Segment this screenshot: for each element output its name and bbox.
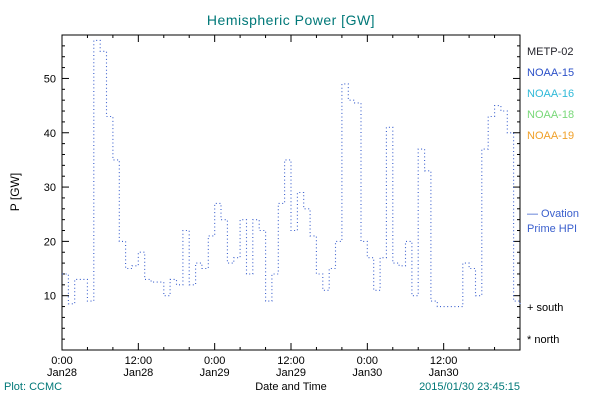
legend-item-metp02: METP-02 [527,46,574,58]
legend-item-noaa16: NOAA-16 [527,88,575,100]
x-axis-label: Date and Time [255,381,327,393]
legend-item-noaa19: NOAA-19 [527,130,575,142]
legend-item-noaa18: NOAA-18 [527,109,575,121]
legend-north-marker: * north [527,334,560,346]
legend-ovation-line1: — Ovation [527,208,579,220]
legend-item-noaa15: NOAA-15 [527,67,575,79]
legend-ovation-prime-hpi: — Ovation Prime HPI [527,207,579,237]
svg-text:10: 10 [44,291,56,303]
footer-plot-source: Plot: CCMC [4,381,63,393]
svg-text:50: 50 [44,73,56,85]
svg-text:30: 30 [44,182,56,194]
svg-text:40: 40 [44,128,56,140]
svg-text:20: 20 [44,236,56,248]
y-axis-label: P [GW] [8,172,22,212]
chart-title: Hemispheric Power [GW] [206,12,376,28]
legend-south-marker: + south [527,302,564,314]
legend-ovation-line2: Prime HPI [527,223,578,235]
footer-timestamp: 2015/01/30 23:45:15 [419,381,520,393]
